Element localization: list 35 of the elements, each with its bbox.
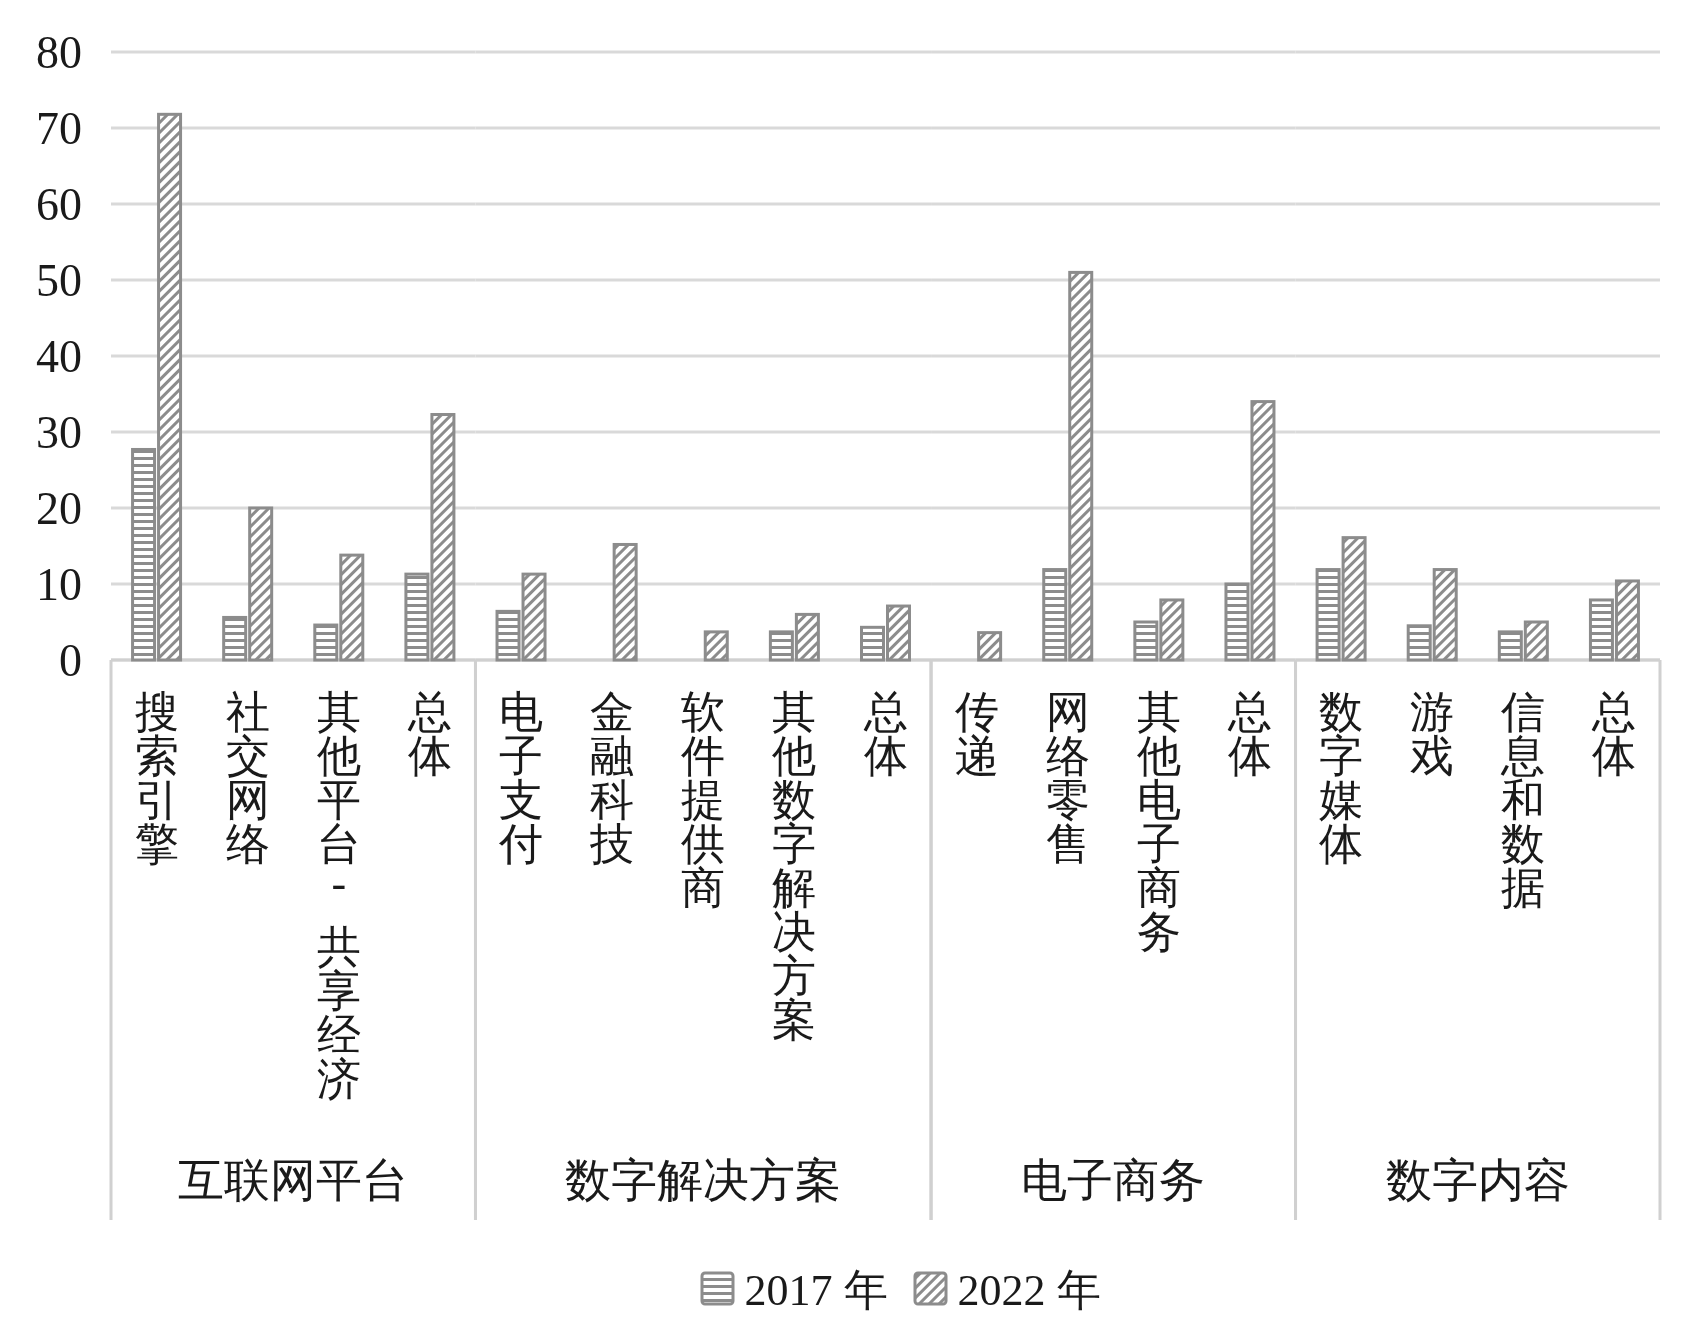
x-tick-label: 传递 [954,687,999,781]
x-tick-label: 总体 [1591,687,1637,781]
x-tick-label: 其他数字解决方案 [772,687,817,1045]
x-tick-label: 总体 [1226,687,1272,781]
x-tick-label: 其他电子商务 [1136,687,1181,957]
legend-label: 2017 年 [744,1265,888,1315]
y-tick-label: 20 [36,482,82,534]
x-tick-label: 信息和数据 [1500,687,1546,913]
y-tick-label: 10 [36,558,82,610]
legend-label: 2022 年 [957,1265,1101,1315]
category-label: 其他平台 - 共享经济 [316,687,361,1105]
y-tick-label: 80 [36,26,82,78]
y-tick-label: 70 [36,102,82,154]
y-tick-label: 50 [36,254,82,306]
x-axis-title: 数字内容 [1385,1154,1570,1206]
x-axis-title: 数字解决方案 [565,1154,842,1206]
bar [703,630,729,662]
x-tick-label: 总体 [862,687,908,781]
y-tick-label: 30 [36,406,82,458]
bar [977,631,1003,662]
x-tick-label: 软件提供商 [681,687,726,913]
y-tick-label: 0 [59,634,82,686]
x-tick-label: 游戏 [1410,687,1455,781]
y-tick-label: 60 [36,178,82,230]
x-tick-label: 社交网络 [225,687,270,869]
x-axis-title: 互联网平台 [178,1154,409,1206]
x-tick-label: 金融科技 [589,687,635,869]
x-tick-label: 总体 [406,687,452,781]
x-tick-label: 数字媒体 [1319,687,1364,869]
x-tick-label: 网络零售 [1045,687,1090,869]
bar [612,542,638,662]
x-tick-label: 电子支付 [498,687,544,869]
y-tick-label: 40 [36,330,82,382]
x-tick-label: 搜索引擎 [134,687,179,869]
x-axis-title: 电子商务 [1021,1154,1206,1206]
